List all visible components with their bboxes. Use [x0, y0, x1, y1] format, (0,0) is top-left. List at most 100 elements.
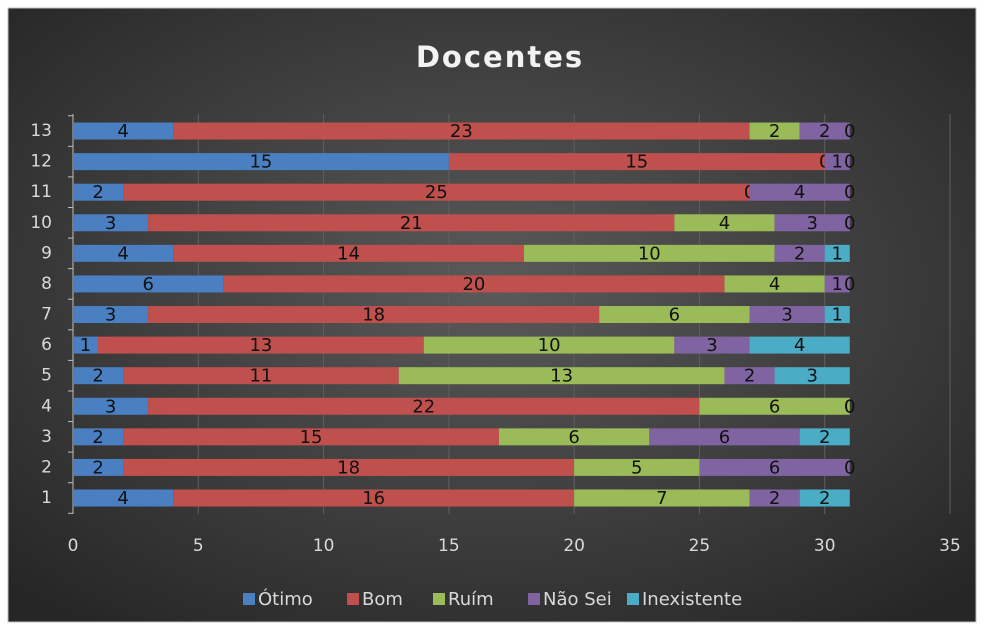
bar-segment [749, 122, 800, 140]
bar-segment [73, 153, 449, 171]
data-label: 20 [462, 274, 485, 295]
data-label: 1 [832, 243, 843, 264]
data-label: 4 [769, 274, 780, 295]
bar-segment [73, 275, 224, 293]
data-label: 0 [844, 213, 855, 234]
bar-segment [774, 367, 850, 385]
data-label: 4 [794, 335, 805, 356]
y-tick-label: 13 [30, 121, 52, 141]
x-tick-label: 35 [939, 536, 961, 556]
y-tick-label: 4 [41, 396, 52, 416]
data-label: 5 [631, 457, 642, 478]
data-label: 14 [337, 243, 360, 264]
bar-segment [73, 183, 124, 201]
bar-segment [73, 336, 99, 354]
data-label: 2 [744, 366, 755, 387]
data-label: 3 [105, 305, 116, 326]
x-tick-label: 5 [193, 536, 204, 556]
x-tick-label: 15 [438, 536, 460, 556]
bar-segment [774, 244, 825, 262]
bar-segment [173, 489, 575, 507]
data-label: 2 [819, 488, 830, 509]
y-tick-label: 6 [41, 335, 52, 355]
bar-segment [223, 275, 725, 293]
data-label: 1 [832, 305, 843, 326]
data-label: 3 [806, 366, 817, 387]
bar-segment [73, 244, 174, 262]
bar-segment [498, 428, 650, 446]
legend-swatch [528, 593, 540, 605]
bar-segment [98, 336, 424, 354]
data-label: 2 [769, 121, 780, 142]
data-label: 6 [142, 274, 153, 295]
y-tick-label: 3 [41, 427, 52, 447]
y-tick-label: 12 [30, 152, 52, 172]
data-label: 25 [425, 182, 448, 203]
bar-segment [724, 275, 825, 293]
data-label: 6 [769, 396, 780, 417]
data-label: 1 [80, 335, 91, 356]
bar-segment [73, 397, 149, 415]
bar-segment [649, 428, 800, 446]
legend-swatch [347, 593, 359, 605]
bar-segment [448, 153, 825, 171]
bar-segment [524, 244, 775, 262]
data-label: 1 [832, 274, 843, 295]
bar-segment [123, 183, 750, 201]
data-label: 6 [769, 457, 780, 478]
data-label: 13 [550, 366, 573, 387]
bar-segment [699, 397, 850, 415]
data-label: 4 [117, 243, 128, 264]
data-label: 2 [819, 427, 830, 448]
data-label: 2 [92, 457, 103, 478]
bar-segment [799, 428, 850, 446]
x-tick-label: 0 [68, 536, 79, 556]
data-label: 0 [844, 396, 855, 417]
legend-label: Não Sei [543, 589, 612, 610]
bar-segment [423, 336, 675, 354]
y-tick-label: 10 [30, 213, 52, 233]
legend-label: Ruím [448, 589, 494, 610]
bar-segment [73, 306, 149, 324]
data-label: 7 [656, 488, 667, 509]
bar-segment [148, 214, 675, 232]
y-tick-label: 11 [30, 182, 52, 202]
bar-segment [674, 336, 750, 354]
data-label: 6 [568, 427, 579, 448]
data-label: 15 [249, 152, 272, 173]
legend-label: Ótimo [258, 588, 313, 610]
data-label: 15 [625, 152, 648, 173]
bar-segment [799, 122, 850, 140]
data-label: 2 [819, 121, 830, 142]
legend-swatch [627, 593, 639, 605]
data-label: 3 [105, 396, 116, 417]
bar-segment [73, 122, 174, 140]
x-tick-label: 20 [563, 536, 585, 556]
bar-segment [674, 214, 775, 232]
legend-label: Inexistente [642, 589, 742, 610]
y-tick-label: 5 [41, 366, 52, 386]
bar-segment [574, 458, 700, 476]
bar-segment [749, 489, 800, 507]
data-label: 4 [794, 182, 805, 203]
bar-segment [173, 122, 750, 140]
bar-segment [824, 275, 850, 293]
bar-segment [148, 306, 600, 324]
data-label: 0 [844, 152, 855, 173]
data-label: 2 [92, 182, 103, 203]
bar-segment [73, 428, 124, 446]
legend-label: Bom [362, 589, 403, 610]
data-label: 0 [844, 457, 855, 478]
y-tick-label: 8 [41, 274, 52, 294]
bar-segment [73, 458, 124, 476]
bar-segment [824, 306, 850, 324]
data-label: 15 [300, 427, 323, 448]
data-label: 1 [832, 152, 843, 173]
data-label: 16 [362, 488, 385, 509]
bar-segment [749, 183, 850, 201]
data-label: 6 [669, 305, 680, 326]
x-tick-label: 30 [814, 536, 836, 556]
bar-segment [824, 153, 850, 171]
